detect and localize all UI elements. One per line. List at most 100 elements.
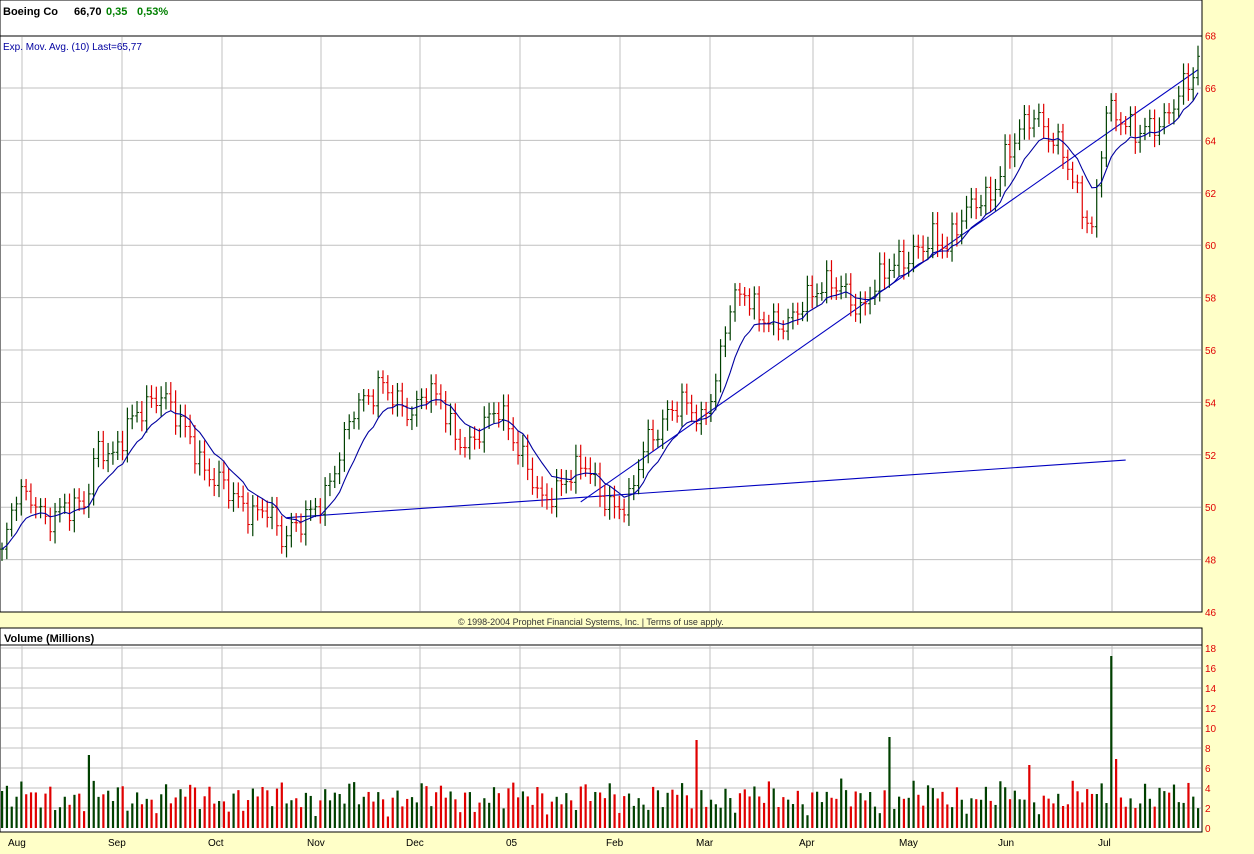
volume-bar xyxy=(1076,791,1079,828)
volume-tick-label: 14 xyxy=(1205,684,1217,695)
volume-bar xyxy=(20,781,23,828)
volume-bar xyxy=(965,813,968,828)
volume-bar xyxy=(44,793,47,828)
volume-bar xyxy=(748,796,751,828)
volume-bar xyxy=(1148,798,1151,828)
volume-bar xyxy=(193,787,197,828)
volume-bar xyxy=(78,793,81,828)
price-tick-label: 56 xyxy=(1205,346,1217,357)
volume-bar xyxy=(531,804,534,828)
volume-bar xyxy=(208,786,211,828)
volume-bar xyxy=(372,801,375,828)
volume-bar xyxy=(449,791,452,828)
volume-bar xyxy=(435,792,438,828)
volume-bar xyxy=(304,792,308,828)
volume-tick-label: 18 xyxy=(1205,644,1217,655)
volume-bar xyxy=(34,792,37,828)
symbol-label: Boeing Co xyxy=(3,6,58,18)
volume-bar xyxy=(377,792,380,828)
volume-bar xyxy=(926,785,930,828)
volume-bar xyxy=(536,787,539,828)
volume-bar xyxy=(902,798,906,828)
volume-bar xyxy=(160,794,163,828)
volume-bar xyxy=(463,792,467,828)
volume-bar xyxy=(155,813,158,828)
volume-bar xyxy=(15,796,18,828)
volume-bar xyxy=(290,800,293,828)
volume-bar xyxy=(92,780,95,828)
volume-bar xyxy=(680,783,684,828)
volume-bar xyxy=(762,802,766,828)
volume-bar xyxy=(787,799,790,828)
volume-bar xyxy=(951,807,954,828)
volume-bar xyxy=(512,782,515,828)
price-tick-label: 46 xyxy=(1205,608,1217,619)
price-panel xyxy=(0,0,1203,613)
volume-bar xyxy=(121,786,124,828)
price-tick-label: 60 xyxy=(1205,241,1217,252)
volume-bar xyxy=(107,790,110,828)
volume-bar xyxy=(189,784,192,828)
volume-bar xyxy=(97,796,100,828)
volume-tick-label: 0 xyxy=(1205,824,1211,835)
volume-bar xyxy=(1008,799,1012,828)
volume-bar xyxy=(1124,806,1127,828)
date-tick-label: Jun xyxy=(998,838,1014,849)
copyright-notice[interactable]: © 1998-2004 Prophet Financial Systems, I… xyxy=(458,617,724,627)
volume-bar xyxy=(1139,803,1142,828)
volume-bar xyxy=(145,798,148,828)
ema-label: Exp. Mov. Avg. (10) Last=65,77 xyxy=(3,42,142,53)
volume-bar xyxy=(328,800,332,828)
volume-bar xyxy=(136,792,139,828)
volume-bar xyxy=(102,794,105,828)
date-tick-label: Sep xyxy=(108,838,126,849)
date-tick-label: Nov xyxy=(307,838,325,849)
volume-bar xyxy=(883,790,886,828)
volume-bar xyxy=(478,802,481,828)
volume-bar xyxy=(579,786,582,828)
volume-bar xyxy=(473,811,476,828)
volume-bar xyxy=(623,796,626,828)
volume-bar xyxy=(415,802,418,828)
volume-bar xyxy=(632,805,635,828)
volume-bar xyxy=(1061,806,1065,828)
volume-bar xyxy=(570,800,573,828)
volume-bar xyxy=(300,807,303,828)
volume-tick-label: 16 xyxy=(1205,664,1217,675)
volume-bar xyxy=(1110,656,1113,828)
volume-bar xyxy=(338,794,341,828)
volume-bar xyxy=(1095,794,1098,828)
volume-bar xyxy=(271,806,274,828)
volume-bar xyxy=(782,797,785,828)
volume-title: Volume (Millions) xyxy=(4,633,95,645)
volume-bar xyxy=(497,793,500,828)
volume-bar xyxy=(729,798,732,828)
volume-bar xyxy=(324,789,327,828)
volume-bar xyxy=(502,808,505,828)
volume-bar xyxy=(753,786,756,828)
volume-bar xyxy=(589,801,592,828)
volume-bar xyxy=(116,787,119,828)
volume-axis: 0 2 4 6 8 10 12 14 16 18 xyxy=(1205,644,1217,835)
volume-bar xyxy=(835,798,838,828)
volume-bar xyxy=(989,800,992,828)
volume-bar xyxy=(907,797,910,828)
volume-bar xyxy=(1037,814,1041,828)
volume-bar xyxy=(912,780,915,828)
volume-bar xyxy=(391,797,394,828)
volume-bar xyxy=(618,812,621,828)
volume-bar xyxy=(873,806,877,828)
trendline xyxy=(286,459,1126,519)
volume-bar xyxy=(131,803,134,828)
volume-bar xyxy=(960,799,963,828)
volume-bar xyxy=(555,796,558,828)
volume-bar xyxy=(406,798,409,828)
volume-bar xyxy=(1028,765,1031,828)
volume-bar xyxy=(1052,803,1055,828)
volume-bar xyxy=(454,799,457,828)
volume-bar xyxy=(690,808,693,828)
volume-bar xyxy=(705,806,708,828)
price-tick-label: 58 xyxy=(1205,294,1217,305)
volume-bar xyxy=(169,803,172,828)
volume-bar xyxy=(333,792,336,828)
